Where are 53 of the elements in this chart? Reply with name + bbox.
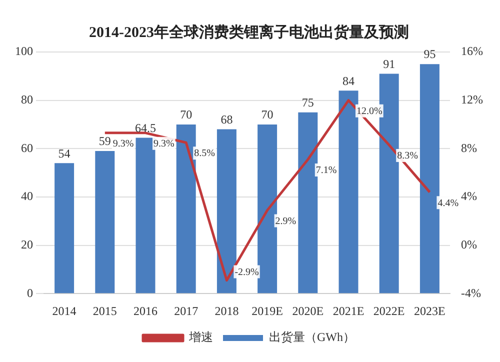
x-tick-label: 2020E	[292, 304, 324, 318]
x-tick-label: 2014	[52, 304, 76, 318]
bar	[136, 138, 156, 294]
data-label: 8.5%	[194, 148, 215, 160]
bar	[258, 124, 278, 294]
x-tick-label: 2023E	[414, 304, 446, 318]
bar	[216, 129, 236, 294]
x-tick-label: 2019E	[252, 304, 283, 318]
y-tick-label: 60	[21, 140, 33, 155]
data-label: 9.3%	[112, 138, 134, 150]
data-label: 12.0%	[356, 106, 382, 117]
y-tick-label: 0	[27, 286, 33, 300]
data-label: 9.3%	[154, 138, 174, 150]
x-tick-label: 2015	[92, 304, 117, 318]
x-tick-label: 2021E	[332, 304, 364, 318]
data-label: -2.9%	[234, 266, 259, 278]
chart-title: 2014-2023年全球消费类锂离子电池出货量及预测	[89, 22, 409, 41]
data-label: 2.9%	[275, 216, 296, 227]
data-label: 84	[342, 74, 355, 88]
y2-tick-label: 16%	[461, 44, 484, 58]
data-label: 54	[58, 146, 70, 160]
y-tick-label: 80	[21, 92, 33, 106]
bar	[95, 151, 115, 294]
bar	[176, 124, 196, 294]
data-label: 64.5	[135, 120, 156, 135]
data-label: 68	[220, 112, 233, 126]
data-label: 59	[98, 134, 111, 148]
y-tick-label: 40	[21, 189, 33, 204]
legend-label: 增速	[188, 330, 214, 344]
data-label: 75	[302, 96, 314, 110]
data-label: 4.4%	[438, 198, 459, 209]
y2-tick-label: 4%	[461, 189, 478, 204]
x-tick-label: 2016	[134, 304, 158, 318]
bar	[298, 112, 318, 294]
y-tick-label: 100	[15, 44, 33, 58]
y2-tick-label: 8%	[461, 140, 478, 155]
bar	[338, 90, 358, 294]
x-tick-label: 2017	[174, 304, 198, 318]
y2-tick-label: 12%	[461, 92, 484, 106]
y-tick-label: 20	[21, 237, 33, 252]
bar	[54, 163, 74, 294]
legend-label: 出货量（GWh）	[269, 330, 356, 344]
y2-tick-label: -4%	[461, 286, 482, 300]
x-tick-label: 2018	[214, 304, 239, 318]
y2-tick-label: 0%	[461, 237, 478, 252]
data-label: 70	[180, 108, 192, 122]
data-label: 95	[424, 47, 436, 62]
data-label: 70	[261, 108, 274, 122]
data-label: 91	[383, 56, 396, 71]
x-tick-label: 2022E	[373, 304, 405, 318]
data-label: 8.3%	[397, 150, 418, 162]
bar	[420, 64, 440, 294]
data-label: 7.1%	[316, 165, 337, 176]
